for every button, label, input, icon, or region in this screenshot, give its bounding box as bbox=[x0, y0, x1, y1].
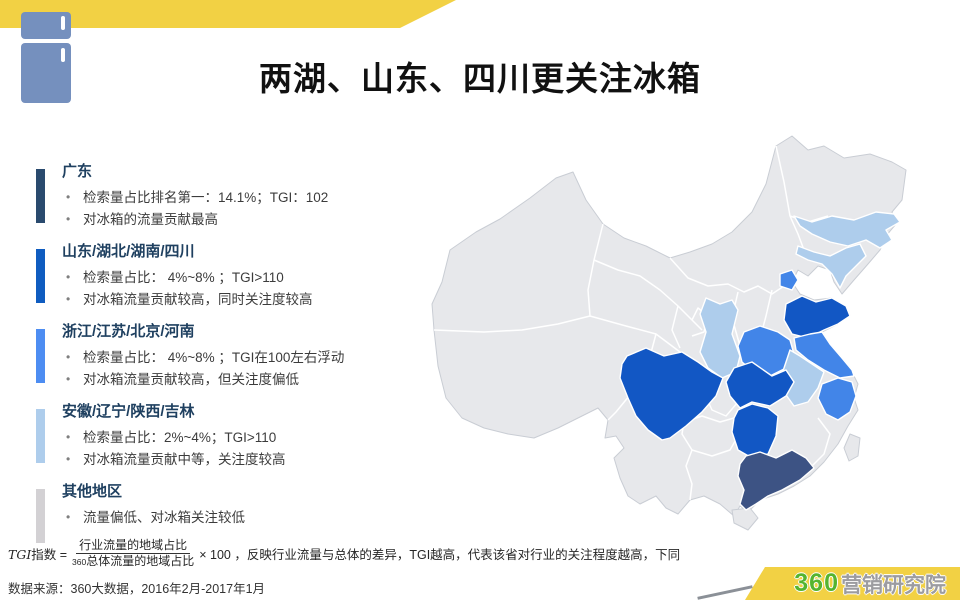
province-hubei bbox=[725, 361, 795, 409]
province-taiwan bbox=[843, 433, 861, 462]
category-title: 浙江/江苏/北京/河南 bbox=[62, 323, 195, 340]
province-beijing bbox=[779, 269, 799, 291]
category-bullet: 检索量占比排名第一：14.1%；TGI：102 bbox=[62, 187, 328, 209]
formula-explanation: × 100 ，反映行业流量与总体的差异，TGI越高，代表该省对行业的关注程度越高… bbox=[199, 547, 681, 562]
category-title: 山东/湖北/湖南/四川 bbox=[62, 243, 195, 260]
legend-item-zhejiang-group: 浙江/江苏/北京/河南 检索量占比： 4%~8% ；TGI在100左右浮动 对冰… bbox=[36, 322, 436, 390]
legend-item-other: 其他地区 流量偏低、对冰箱关注较低 bbox=[36, 482, 436, 543]
fridge-icon bbox=[21, 12, 71, 103]
category-bullet: 对冰箱流量贡献较高，但关注度偏低 bbox=[62, 369, 344, 391]
province-jilin bbox=[793, 211, 901, 249]
category-title: 安徽/辽宁/陕西/吉林 bbox=[62, 403, 195, 420]
province-jiangsu bbox=[793, 331, 855, 379]
province-hainan bbox=[731, 507, 759, 531]
tgi-formula: TGI指数 = 行业流量的地域占比 360总体流量的地域占比 × 100 ，反映… bbox=[8, 538, 681, 569]
footer-accent-line bbox=[697, 585, 753, 600]
fridge-bottom-door bbox=[21, 43, 71, 103]
province-guangdong bbox=[737, 449, 815, 511]
fridge-handle bbox=[61, 16, 65, 30]
category-bullet: 检索量占比：2%~4%；TGI>110 bbox=[62, 427, 286, 449]
top-yellow-banner bbox=[0, 0, 456, 28]
fraction-denominator: 360总体流量的地域占比 bbox=[72, 554, 195, 569]
category-bullet: 检索量占比： 4%~8% ；TGI>110 bbox=[62, 267, 313, 289]
category-bullets: 检索量占比：2%~4%；TGI>110 对冰箱流量贡献中等，关注度较高 bbox=[62, 427, 286, 470]
logo-name: 营销研究院 bbox=[841, 573, 946, 597]
page-title: 两湖、山东、四川更关注冰箱 bbox=[259, 60, 701, 97]
logo-360: 360 bbox=[794, 569, 839, 597]
fridge-handle bbox=[61, 48, 65, 62]
province-sichuan bbox=[619, 347, 724, 441]
category-bullets: 检索量占比： 4%~8% ；TGI>110 对冰箱流量贡献较高，同时关注度较高 bbox=[62, 267, 313, 310]
category-color-bar bbox=[36, 409, 45, 463]
category-bullet: 对冰箱的流量贡献最高 bbox=[62, 209, 328, 231]
province-liaoning bbox=[795, 243, 867, 289]
category-bullet: 流量偏低、对冰箱关注较低 bbox=[62, 507, 245, 529]
province-shandong bbox=[783, 295, 851, 339]
china-choropleth-map bbox=[431, 135, 907, 531]
footer-yellow-ribbon: 360 营销研究院 bbox=[745, 567, 960, 600]
fraction-numerator: 行业流量的地域占比 bbox=[76, 538, 191, 555]
category-color-bar bbox=[36, 489, 45, 543]
category-color-bar bbox=[36, 249, 45, 303]
legend-item-shandong-group: 山东/湖北/湖南/四川 检索量占比： 4%~8% ；TGI>110 对冰箱流量贡… bbox=[36, 242, 436, 310]
legend-item-anhui-group: 安徽/辽宁/陕西/吉林 检索量占比：2%~4%；TGI>110 对冰箱流量贡献中… bbox=[36, 402, 436, 470]
legend: 广东 检索量占比排名第一：14.1%；TGI：102 对冰箱的流量贡献最高 山东… bbox=[36, 162, 436, 555]
category-title: 其他地区 bbox=[62, 483, 123, 500]
tgi-fraction: 行业流量的地域占比 360总体流量的地域占比 bbox=[72, 538, 194, 569]
category-bullets: 流量偏低、对冰箱关注较低 bbox=[62, 507, 245, 529]
tgi-label: TGI bbox=[8, 546, 32, 562]
category-color-bar bbox=[36, 329, 45, 383]
category-color-bar bbox=[36, 169, 45, 223]
category-bullet: 检索量占比： 4%~8% ；TGI在100左右浮动 bbox=[62, 347, 344, 369]
legend-item-guangdong: 广东 检索量占比排名第一：14.1%；TGI：102 对冰箱的流量贡献最高 bbox=[36, 162, 436, 230]
data-source: 数据来源：360大数据，2016年2月-2017年1月 bbox=[8, 582, 266, 596]
category-bullets: 检索量占比： 4%~8% ；TGI在100左右浮动 对冰箱流量贡献较高，但关注度… bbox=[62, 347, 344, 390]
province-hunan bbox=[731, 403, 779, 459]
category-bullets: 检索量占比排名第一：14.1%；TGI：102 对冰箱的流量贡献最高 bbox=[62, 187, 328, 230]
province-zhejiang bbox=[817, 377, 857, 421]
fridge-top-door bbox=[21, 12, 71, 39]
category-title: 广东 bbox=[62, 163, 93, 180]
category-bullet: 对冰箱流量贡献中等，关注度较高 bbox=[62, 449, 286, 471]
category-bullet: 对冰箱流量贡献较高，同时关注度较高 bbox=[62, 289, 313, 311]
